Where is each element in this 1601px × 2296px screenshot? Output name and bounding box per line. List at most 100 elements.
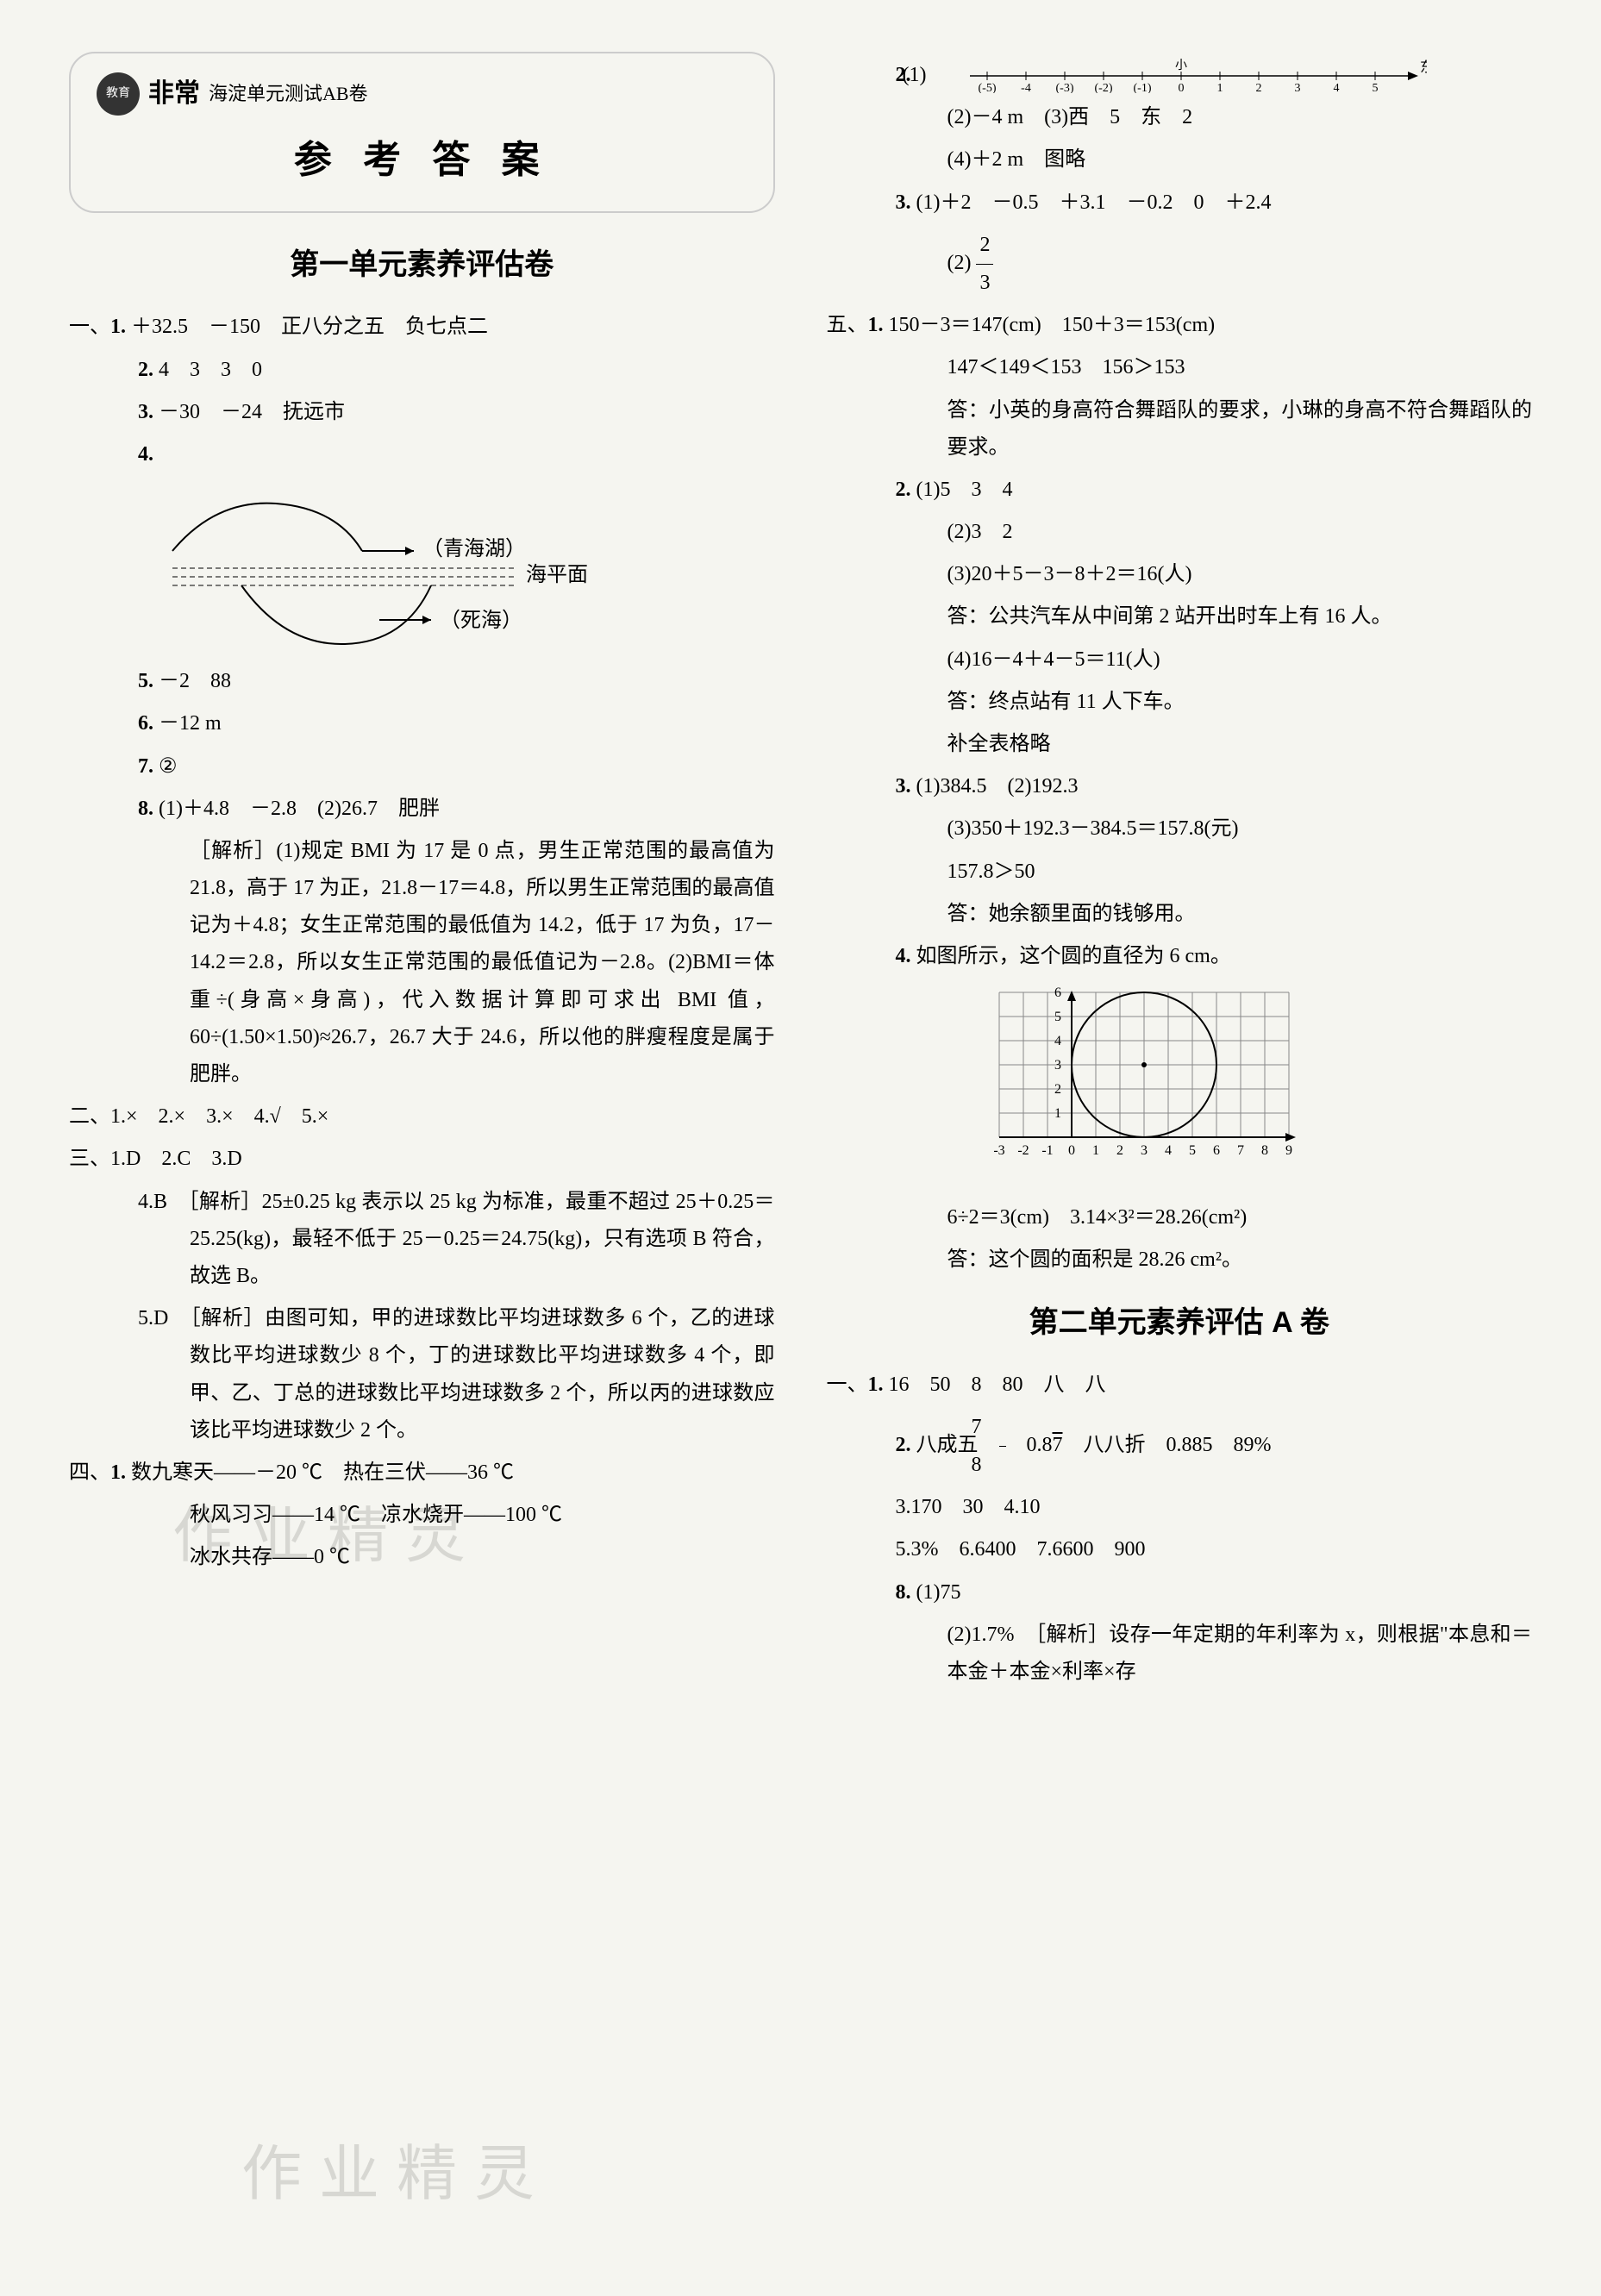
svg-text:(-3): (-3)	[1055, 82, 1073, 93]
sec5-3a-text: (1)384.5 (2)192.3	[916, 775, 1079, 798]
sec5-item4a: 4. 如图所示，这个圆的直径为 6 cm。	[827, 938, 1533, 975]
sec4-1b-text: 秋风习习——14 ℃ 凉水烧开——100 ℃	[190, 1504, 562, 1526]
sec5-1b-text: 147＜149＜153 156＞153	[947, 356, 1185, 378]
unit2-heading: 第二单元素养评估 A 卷	[827, 1297, 1533, 1349]
sec1-3-text: －30 －24 抚远市	[159, 401, 345, 423]
svg-text:(-2): (-2)	[1094, 82, 1112, 93]
sec1-7-text: ②	[159, 755, 178, 778]
sec4-label: 四、	[69, 1461, 110, 1484]
sec1-4-num: 4.	[138, 443, 153, 466]
watermark-2: 作业精灵	[241, 2121, 552, 2230]
sec4-item2c: (4)＋2 m 图略	[827, 141, 1533, 178]
sec5-2b-text: (2)3 2	[947, 521, 1013, 543]
sec5-item4c: 答：这个圆的面积是 28.26 cm²。	[827, 1242, 1533, 1279]
sec1-6-text: －12 m	[159, 712, 222, 735]
sec1-1-text: ＋32.5 －150 正八分之五 负七点二	[131, 316, 488, 338]
qinghai-deadsea-figure: （青海湖） 海平面 （死海）	[155, 482, 775, 654]
sec1-item1: 一、1. ＋32.5 －150 正八分之五 负七点二	[69, 309, 775, 346]
svg-text:5: 5	[1189, 1143, 1196, 1158]
sec4-item2-nl: 2. (1) (-5) -4 (-3) (-2) (-1) 0 小 1 2	[827, 57, 1533, 94]
sec5-item2a: 2. (1)5 3 4	[827, 472, 1533, 509]
sec5-item2b: (2)3 2	[827, 514, 1533, 551]
sec5-2c-text: (3)20＋5－3－8＋2＝16(人)	[947, 563, 1192, 585]
sec5-2g-text: 补全表格略	[947, 733, 1051, 755]
sec1-item7: 7. ②	[69, 748, 775, 785]
svg-text:2: 2	[1054, 1082, 1061, 1097]
u2-sec1-item8a: 8. (1)75	[827, 1574, 1533, 1611]
svg-text:1: 1	[1092, 1143, 1099, 1158]
sec1-item6: 6. －12 m	[69, 705, 775, 742]
sec5-2d-text: 答：公共汽车从中间第 2 站开出时车上有 16 人。	[947, 605, 1392, 628]
sec3-row1-text: 1.D 2.C 3.D	[110, 1148, 242, 1170]
svg-text:7: 7	[1237, 1143, 1244, 1158]
u2-sec1-item1: 一、1. 16 50 8 80 八 八	[827, 1367, 1533, 1404]
sec5-2a-text: (1)5 3 4	[916, 479, 1013, 501]
sec4-item1a: 四、1. 数九寒天——－20 ℃ 热在三伏——36 ℃	[69, 1455, 775, 1492]
sec1-item8a: 8. (1)＋4.8 －2.8 (2)26.7 肥胖	[69, 791, 775, 828]
sec1-item4-label: 4.	[69, 436, 775, 473]
number-line-svg: (-5) -4 (-3) (-2) (-1) 0 小 1 2 3 4 5 东	[961, 59, 1427, 93]
sec2-text: 1.× 2.× 3.× 4.√ 5.×	[110, 1105, 328, 1128]
u2-sec1-label: 一、	[827, 1373, 868, 1396]
u2-8a-text: (1)75	[916, 1581, 961, 1604]
sec3-4-text: 4.B ［解析］25±0.25 kg 表示以 25 kg 为标准，最重不超过 2…	[138, 1191, 775, 1287]
svg-text:小: 小	[1175, 59, 1187, 72]
sec4-2c-text: (4)＋2 m 图略	[947, 148, 1086, 171]
u2-1-text: 16 50 8 80 八 八	[889, 1373, 1106, 1396]
svg-text:0: 0	[1178, 82, 1184, 93]
sec5-2f-text: 答：终点站有 11 人下车。	[947, 691, 1185, 713]
svg-text:1: 1	[1216, 82, 1223, 93]
sec5-item1b: 147＜149＜153 156＞153	[827, 349, 1533, 386]
sec3-row1: 三、1.D 2.C 3.D	[69, 1141, 775, 1178]
svg-text:1: 1	[1054, 1106, 1061, 1121]
svg-text:2: 2	[1255, 82, 1261, 93]
sec5-item2g: 补全表格略	[827, 726, 1533, 763]
sec5-3d-text: 答：她余额里面的钱够用。	[947, 903, 1196, 925]
sec5-item3b: (3)350＋192.3－384.5＝157.8(元)	[827, 810, 1533, 848]
sec1-2-text: 4 3 3 0	[159, 359, 262, 381]
qinghai-label: （青海湖）	[422, 537, 526, 560]
sec5-item2f: 答：终点站有 11 人下车。	[827, 684, 1533, 721]
svg-text:6: 6	[1213, 1143, 1220, 1158]
svg-text:9: 9	[1285, 1143, 1292, 1158]
deadsea-label: （死海）	[440, 609, 522, 632]
sec1-label: 一、	[69, 316, 110, 338]
sec1-item3: 3. －30 －24 抚远市	[69, 394, 775, 431]
sec2-row: 二、1.× 2.× 3.× 4.√ 5.×	[69, 1098, 775, 1135]
unit1-heading: 第一单元素养评估卷	[69, 239, 775, 291]
sec5-item1c: 答：小英的身高符合舞蹈队的要求，小琳的身高不符合舞蹈队的要求。	[827, 392, 1533, 466]
sec4-item2b: (2)－4 m (3)西 5 东 2	[827, 99, 1533, 136]
sec5-item3c: 157.8＞50	[827, 854, 1533, 891]
circle-grid-svg: -3-2-10123456789123456	[965, 984, 1327, 1191]
sec4-1a-text: 数九寒天——－20 ℃ 热在三伏——36 ℃	[131, 1461, 514, 1484]
sec3-item4: 4.B ［解析］25±0.25 kg 表示以 25 kg 为标准，最重不超过 2…	[69, 1184, 775, 1296]
svg-text:0: 0	[1068, 1143, 1075, 1158]
sec5-1a-text: 150－3＝147(cm) 150＋3＝153(cm)	[889, 314, 1216, 336]
svg-text:8: 8	[1261, 1143, 1268, 1158]
u2-sec1-item2: 2. 八成五 78 0.87 八八折 0.885 89%	[827, 1409, 1533, 1484]
sec5-2e-text: (4)16－4＋4－5＝11(人)	[947, 648, 1160, 671]
sec4-2b-text: (2)－4 m (3)西 5 东 2	[947, 106, 1193, 128]
sealevel-label: 海平面	[526, 563, 588, 586]
sec1-item5: 5. －2 88	[69, 663, 775, 700]
svg-text:3: 3	[1054, 1058, 1061, 1073]
left-column: 教育 非常 海淀单元测试AB卷 参 考 答 案 第一单元素养评估卷 一、1. ＋…	[69, 52, 775, 1696]
sec5-item4b: 6÷2＝3(cm) 3.14×3²＝28.26(cm²)	[827, 1199, 1533, 1236]
right-column: 2. (1) (-5) -4 (-3) (-2) (-1) 0 小 1 2	[827, 52, 1533, 1696]
svg-text:(-1): (-1)	[1133, 82, 1151, 93]
u2-sec1-item34: 3.170 30 4.10	[827, 1489, 1533, 1526]
u2-34-text: 3.170 30 4.10	[896, 1496, 1041, 1518]
u2-57-text: 5.3% 6.6400 7.6600 900	[896, 1538, 1146, 1561]
main-title: 参 考 答 案	[97, 126, 747, 194]
sec3-label: 三、	[69, 1148, 110, 1170]
svg-text:4: 4	[1165, 1143, 1172, 1158]
sec5-item3a: 3. (1)384.5 (2)192.3	[827, 768, 1533, 805]
sec3-5-text: 5.D ［解析］由图可知，甲的进球数比平均进球数多 6 个，乙的进球数比平均进球…	[138, 1307, 775, 1442]
svg-text:-2: -2	[1017, 1143, 1029, 1158]
sec5-label: 五、	[827, 314, 868, 336]
sec5-item3d: 答：她余额里面的钱够用。	[827, 896, 1533, 933]
sec4-item3b: (2) 23	[827, 227, 1533, 302]
sec1-5-text: －2 88	[159, 670, 231, 692]
svg-text:6: 6	[1054, 985, 1061, 1000]
sec5-1c-text: 答：小英的身高符合舞蹈队的要求，小琳的身高不符合舞蹈队的要求。	[947, 399, 1533, 459]
